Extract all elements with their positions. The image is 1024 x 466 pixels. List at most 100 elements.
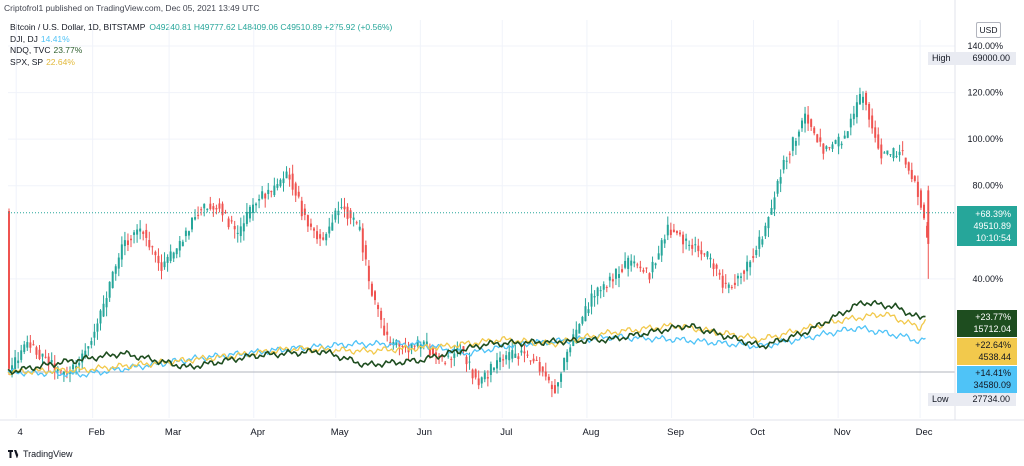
dji-change: +14.41% — [975, 368, 1011, 378]
y-tick-label: 100.00% — [967, 134, 1003, 144]
candle-body — [78, 362, 81, 366]
candle-body — [927, 190, 930, 244]
candle-body — [880, 144, 883, 159]
legend-ndq[interactable]: NDQ, TVC 23.77% — [10, 45, 392, 57]
candle-body — [916, 181, 919, 197]
candle-body — [813, 127, 816, 134]
candle-body — [93, 331, 96, 338]
candle-body — [468, 361, 471, 363]
candle-body — [505, 355, 508, 360]
candle-body — [133, 232, 136, 235]
candle-body — [224, 212, 227, 214]
x-tick-label: Dec — [916, 427, 933, 438]
currency-button[interactable]: USD — [976, 22, 1001, 38]
candle-body — [236, 232, 239, 234]
candle-body — [807, 114, 810, 124]
candle-body — [23, 344, 26, 353]
candle-body — [889, 154, 892, 156]
x-tick-label: Sep — [667, 427, 684, 438]
btc-last-price-box: +68.39% 49510.89 10:10:54 — [957, 206, 1017, 246]
candle-body — [377, 304, 380, 310]
candle-body — [654, 263, 657, 266]
candle-body — [502, 359, 505, 361]
candle-body — [300, 200, 303, 217]
candle-body — [245, 211, 248, 224]
candle-body — [486, 377, 489, 379]
candle-body — [413, 345, 416, 347]
candle-body — [306, 215, 309, 227]
candle-body — [358, 226, 361, 230]
legend-main[interactable]: Bitcoin / U.S. Dollar, 1D, BITSTAMP O4924… — [10, 22, 392, 34]
candle-body — [483, 372, 486, 380]
candle-body — [520, 350, 523, 353]
candle-body — [17, 360, 20, 364]
candle-body — [758, 236, 761, 249]
candle-body — [126, 240, 129, 245]
btc-countdown: 10:10:54 — [975, 233, 1011, 243]
candle-body — [566, 351, 569, 363]
dji-price: 34580.09 — [973, 380, 1011, 390]
candle-body — [801, 120, 803, 129]
candle-body — [599, 290, 602, 292]
x-tick-label: Oct — [750, 427, 765, 438]
candle-body — [560, 373, 563, 382]
candle-body — [532, 358, 535, 362]
candle-body — [834, 140, 837, 144]
legend-main-ohlc: O49240.81 H49777.62 L48409.06 C49510.89 … — [149, 22, 393, 32]
candle-body — [660, 240, 663, 256]
ndq-change: +23.77% — [975, 312, 1011, 322]
legend-spx[interactable]: SPX, SP 22.64% — [10, 57, 392, 69]
dji-line[interactable] — [7, 325, 926, 378]
x-tick-label: Apr — [250, 427, 265, 438]
candle-body — [828, 147, 831, 149]
candle-body — [465, 356, 468, 365]
candle-body — [614, 268, 617, 279]
btc-candles — [8, 87, 930, 398]
candle-body — [154, 251, 157, 256]
tradingview-logo-text: TradingView — [23, 449, 73, 459]
grid — [8, 20, 955, 418]
candle-body — [255, 203, 258, 206]
candle-body — [709, 257, 712, 260]
candle-body — [706, 251, 709, 257]
ndq-line[interactable] — [7, 299, 926, 375]
candle-body — [837, 136, 840, 147]
tradingview-logo[interactable]: TradingView — [8, 449, 73, 459]
y-tick-label: 80.00% — [972, 181, 1003, 191]
candle-body — [130, 238, 132, 241]
candle-body — [926, 225, 929, 238]
candle-body — [172, 252, 175, 259]
candle-body — [285, 171, 288, 179]
candle-body — [370, 283, 373, 296]
candle-body — [364, 245, 367, 260]
high-value: 69000.00 — [972, 53, 1010, 63]
candle-body — [791, 137, 794, 151]
legend-dji[interactable]: DJI, DJ 14.41% — [10, 34, 392, 46]
candle-body — [639, 266, 642, 269]
candle-body — [444, 362, 447, 364]
candle-body — [422, 341, 425, 345]
candle-body — [663, 239, 666, 244]
candle-body — [386, 331, 389, 335]
candle-body — [148, 239, 151, 248]
candle-body — [755, 250, 758, 256]
candle-body — [435, 352, 437, 356]
candle-body — [477, 378, 480, 386]
candle-body — [785, 160, 788, 162]
candle-body — [84, 350, 87, 358]
candle-body — [120, 244, 123, 260]
candle-body — [215, 208, 218, 210]
candle-body — [282, 178, 285, 184]
candle-body — [557, 382, 559, 387]
candle-body — [919, 190, 922, 208]
candle-body — [474, 369, 477, 378]
candle-body — [410, 344, 413, 349]
candle-body — [194, 217, 197, 220]
candle-body — [117, 257, 120, 269]
candle-body — [212, 206, 215, 210]
candle-body — [849, 118, 852, 128]
x-tick-label: May — [331, 427, 349, 438]
candle-body — [624, 260, 627, 268]
candle-body — [846, 131, 849, 138]
